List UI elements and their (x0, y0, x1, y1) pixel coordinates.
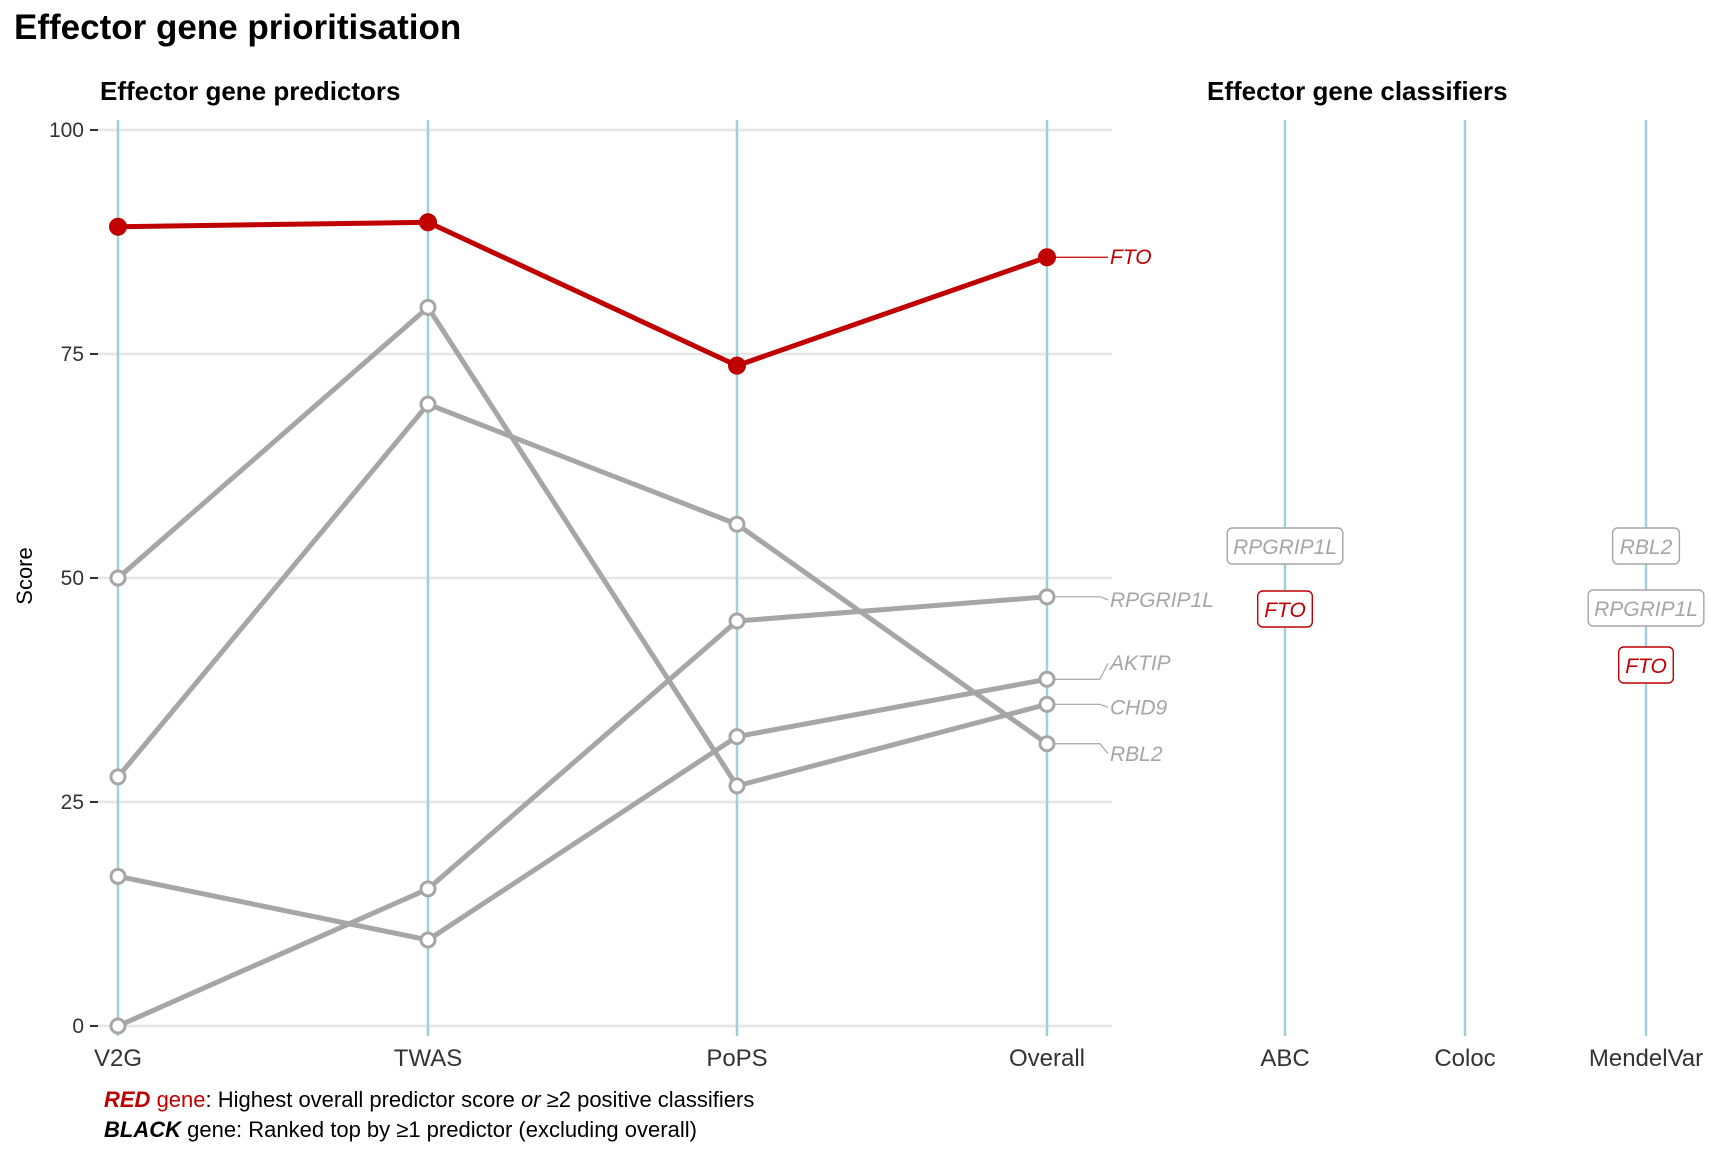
series-end-label: RPGRIP1L (1110, 589, 1214, 612)
data-point (109, 1017, 127, 1035)
x-tick-label: Overall (1009, 1045, 1085, 1072)
data-point (109, 867, 127, 885)
data-point (109, 768, 127, 786)
classifier-label-text: FTO (1625, 655, 1667, 678)
classifier-label-text: RBL2 (1620, 536, 1673, 559)
classifier-label-box (1617, 646, 1674, 684)
classifier-label-text: FTO (1264, 599, 1306, 622)
predictors-subtitle: Effector gene predictors (100, 76, 401, 106)
label-leader-line (1055, 596, 1109, 601)
classifier-label-box (1256, 590, 1313, 628)
series-end-label: RBL2 (1110, 743, 1163, 766)
x-tick-label: MendelVar (1589, 1045, 1703, 1072)
series-end-labels: FTO RPGRIP1L AKTIP CHD9 RBL2 (1055, 246, 1214, 766)
y-axis-label: Score (12, 547, 37, 604)
grid-lines (98, 128, 1112, 1028)
y-tick-label: 100 (49, 119, 84, 142)
y-tick-label: 0 (72, 1015, 84, 1038)
caption-red-gene: gene (150, 1087, 206, 1112)
data-point (728, 356, 746, 375)
label-leader-line (1055, 703, 1109, 708)
x-tick-label: ABC (1260, 1045, 1309, 1072)
caption-or: or (520, 1087, 541, 1112)
caption-black-word: BLACK (104, 1117, 181, 1142)
series-line (116, 594, 1048, 1029)
series-line (116, 304, 1048, 789)
x-axis-tick-labels: V2G TWAS PoPS Overall ABC Coloc MendelVar (94, 1045, 1703, 1072)
series-line (116, 401, 1049, 779)
x-tick-label: PoPS (706, 1045, 767, 1072)
caption-line2-text: gene: Ranked top by ≥1 predictor (exclud… (181, 1117, 697, 1142)
data-point (419, 880, 437, 898)
series-line (117, 676, 1048, 943)
data-point (728, 777, 746, 795)
data-point (728, 612, 746, 630)
data-point (419, 395, 437, 413)
data-point (1038, 248, 1056, 267)
classifiers-subtitle: Effector gene classifiers (1207, 76, 1508, 106)
caption-line1-a: : Highest overall predictor score (205, 1087, 521, 1112)
data-point (728, 728, 746, 746)
y-tick-label: 75 (61, 343, 84, 366)
y-axis: 0 25 50 75 100 (49, 119, 98, 1038)
data-point (109, 569, 127, 587)
label-leader-line (1055, 662, 1109, 680)
data-point (1038, 588, 1056, 606)
classifier-label-text: RPGRIP1L (1594, 598, 1698, 621)
x-tick-label: TWAS (394, 1045, 462, 1072)
series-end-label: AKTIP (1108, 652, 1171, 675)
data-point (1038, 695, 1056, 713)
caption-red-word: RED (104, 1087, 151, 1112)
series-lines (109, 213, 1056, 1035)
data-point (728, 515, 746, 533)
series-line (117, 219, 1048, 369)
label-leader-line (1055, 743, 1109, 755)
series-end-label: FTO (1110, 246, 1152, 269)
classifier-labels: RPGRIP1L FTO RBL2 RPGRIP1L FTO (1226, 527, 1705, 684)
caption-line1-b: ≥2 positive classifiers (540, 1087, 755, 1112)
y-tick-label: 25 (61, 791, 84, 814)
x-tick-label: V2G (94, 1045, 142, 1072)
x-tick-label: Coloc (1434, 1045, 1495, 1072)
data-point (1038, 670, 1056, 688)
series-end-label: CHD9 (1110, 696, 1167, 719)
y-tick-label: 50 (61, 567, 84, 590)
data-point (109, 217, 127, 236)
classifier-label-box (1611, 527, 1681, 565)
data-point (419, 298, 437, 316)
chart-title: Effector gene prioritisation (14, 8, 462, 47)
data-point (419, 931, 437, 949)
classifier-label-box (1226, 527, 1344, 565)
data-point (1038, 735, 1056, 753)
caption-black-rule: BLACK gene: Ranked top by ≥1 predictor (… (104, 1117, 697, 1143)
caption-red-rule: RED gene: Highest overall predictor scor… (104, 1087, 754, 1113)
classifier-label-text: RPGRIP1L (1233, 536, 1337, 559)
classifier-label-box (1587, 589, 1705, 627)
data-point (419, 213, 437, 232)
